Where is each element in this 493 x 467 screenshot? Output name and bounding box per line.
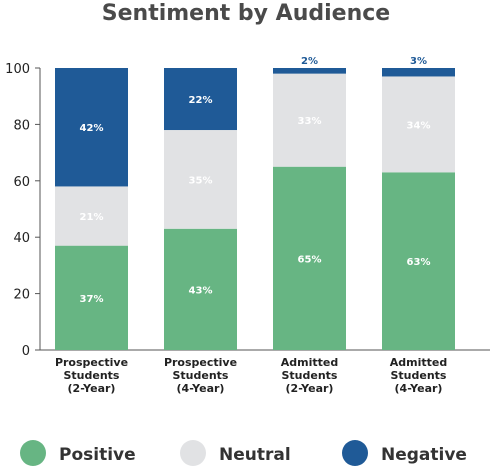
legend-marker-neutral	[180, 440, 206, 466]
data-label: 63%	[407, 257, 431, 268]
y-tick-label: 40	[13, 231, 30, 246]
bar-positive-1	[55, 245, 128, 350]
x-tick-label: (2-Year)	[68, 382, 116, 395]
bar-positive-3	[273, 166, 346, 350]
legend: Positive Neutral Negative	[20, 440, 467, 466]
data-label: 42%	[80, 123, 104, 134]
legend-marker-positive	[20, 440, 46, 466]
x-tick-label: Students	[391, 369, 447, 382]
legend-label-positive: Positive	[59, 445, 136, 465]
data-label: 21%	[80, 212, 104, 223]
data-label: 43%	[189, 285, 213, 296]
bar-neutral-1	[55, 186, 128, 246]
bar-positive-4	[382, 172, 455, 350]
x-tick-label: (2-Year)	[286, 382, 334, 395]
data-label: 22%	[189, 95, 213, 106]
chart-title: Sentiment by Audience	[102, 1, 390, 26]
y-tick-label: 100	[5, 62, 30, 77]
x-tick-label: Prospective	[55, 356, 128, 369]
y-tick-label: 0	[22, 344, 30, 359]
bar-negative-1	[55, 68, 128, 187]
data-label: 3%	[410, 56, 427, 67]
bar-neutral-3	[273, 73, 346, 167]
x-tick-label: (4-Year)	[395, 382, 443, 395]
plot-area: 02040608010037%21%42%ProspectiveStudents…	[5, 56, 490, 395]
bar-positive-2	[164, 228, 237, 350]
x-tick-label: Admitted	[281, 356, 338, 369]
data-label: 35%	[189, 175, 213, 186]
bar-negative-2	[164, 68, 237, 131]
bar-negative-4	[382, 68, 455, 77]
data-label: 37%	[80, 294, 104, 305]
legend-label-negative: Negative	[381, 445, 467, 465]
legend-label-neutral: Neutral	[219, 445, 291, 465]
bar-negative-3	[273, 68, 346, 74]
x-tick-label: Admitted	[390, 356, 447, 369]
data-label: 65%	[298, 254, 322, 265]
data-label: 33%	[298, 116, 322, 127]
legend-marker-negative	[342, 440, 368, 466]
bar-neutral-4	[382, 76, 455, 173]
x-tick-label: Students	[64, 369, 120, 382]
x-tick-label: Students	[173, 369, 229, 382]
data-label: 34%	[407, 120, 431, 131]
y-tick-label: 80	[13, 118, 30, 133]
data-label: 2%	[301, 56, 318, 67]
bar-neutral-2	[164, 130, 237, 229]
x-tick-label: (4-Year)	[177, 382, 225, 395]
y-tick-label: 20	[13, 288, 30, 303]
y-tick-label: 60	[13, 175, 30, 190]
x-tick-label: Prospective	[164, 356, 237, 369]
x-tick-label: Students	[282, 369, 338, 382]
